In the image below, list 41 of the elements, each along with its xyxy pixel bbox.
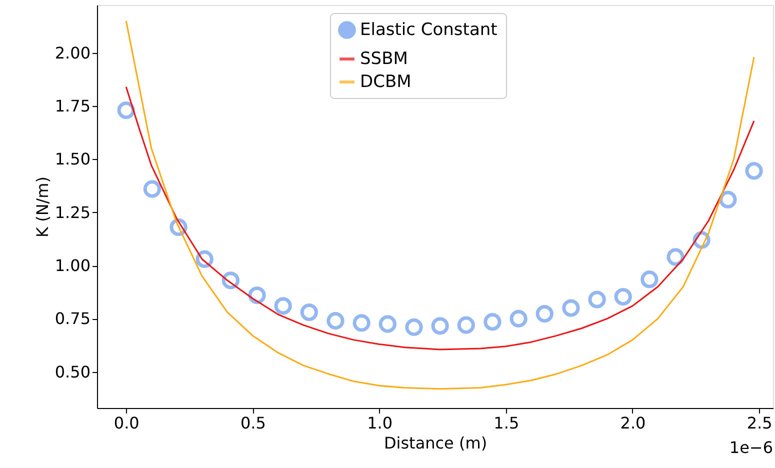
x-axis-title: Distance (m) bbox=[384, 434, 488, 452]
point bbox=[614, 288, 632, 306]
point bbox=[562, 299, 580, 317]
legend-label: SSBM bbox=[360, 49, 408, 69]
text: 1e−6 bbox=[729, 438, 773, 457]
point bbox=[745, 162, 763, 180]
point bbox=[326, 312, 344, 330]
x-tick-label: 1.0 bbox=[367, 414, 393, 432]
y-axis-title: K (N/m) bbox=[32, 176, 52, 238]
legend-label: Elastic Constant bbox=[360, 20, 498, 40]
y-tick-label: 0.75 bbox=[54, 309, 90, 328]
point bbox=[510, 310, 528, 328]
point bbox=[431, 317, 449, 335]
y-tick-label: 1.00 bbox=[54, 256, 90, 276]
legend-label: DCBM bbox=[360, 72, 412, 92]
point bbox=[222, 272, 240, 290]
point bbox=[196, 250, 214, 268]
y-tick-label: 1.25 bbox=[54, 202, 90, 222]
point bbox=[300, 303, 318, 322]
point bbox=[143, 180, 162, 198]
point bbox=[484, 313, 502, 331]
x-tick-label: 0.5 bbox=[240, 414, 266, 432]
y-tick-label: 0.50 bbox=[54, 362, 90, 382]
point bbox=[640, 270, 658, 288]
y-tick-label: 1.75 bbox=[54, 96, 90, 116]
point bbox=[274, 297, 292, 315]
point bbox=[457, 316, 475, 334]
y-tick-label: 2.00 bbox=[54, 43, 90, 62]
line-series bbox=[125, 20, 755, 390]
x-tick-label: 2.0 bbox=[620, 414, 646, 432]
point bbox=[405, 318, 423, 336]
point bbox=[588, 290, 606, 308]
point bbox=[536, 304, 554, 323]
x-tick-label: 1.5 bbox=[494, 414, 520, 432]
x-tick-label: 0.0 bbox=[114, 414, 140, 432]
y-tick-label: 1.50 bbox=[54, 150, 90, 169]
line-series bbox=[125, 86, 755, 350]
x-tick-label: 2.5 bbox=[746, 414, 772, 432]
point bbox=[719, 190, 737, 208]
point bbox=[378, 315, 396, 333]
point bbox=[352, 314, 370, 332]
